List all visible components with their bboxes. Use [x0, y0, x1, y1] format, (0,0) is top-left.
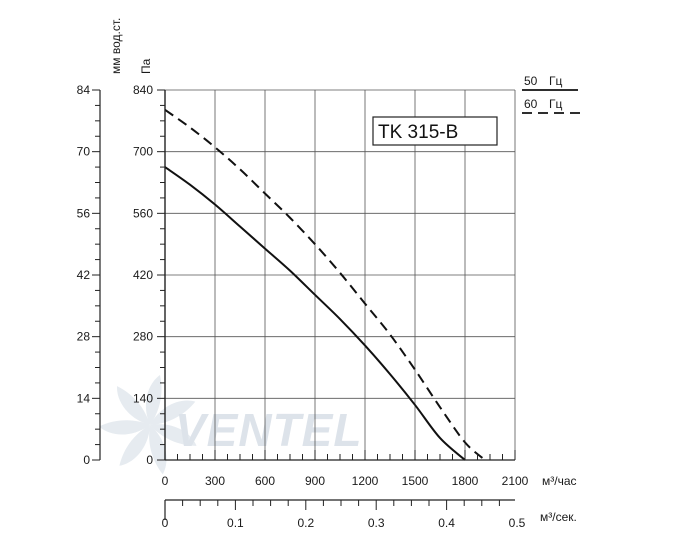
y2-tick-label: 14: [77, 391, 91, 405]
x2-axis-label: м³/сек.: [540, 510, 577, 524]
y-tick-label: 140: [133, 391, 153, 405]
y2-tick-label: 84: [77, 83, 91, 97]
x2-tick-label: 0.1: [227, 516, 244, 530]
x2-tick-label: 0.4: [438, 516, 455, 530]
x-tick-label: 600: [255, 474, 275, 488]
y2-tick-label: 28: [77, 330, 91, 344]
legend: 50 Гц 60 Гц: [522, 74, 580, 114]
x-tick-label: 0: [162, 474, 169, 488]
series-curve-60hz: [164, 109, 486, 461]
x2-tick-label: 0: [162, 516, 169, 530]
y2-tick-label: 56: [77, 206, 91, 220]
x2-tick-label: 0.2: [297, 516, 314, 530]
watermark-fan-icon: [99, 375, 197, 475]
legend-unit-50: Гц: [549, 74, 562, 88]
y-tick-label: 420: [133, 268, 153, 282]
y2-axis-label: мм вод.ст.: [109, 18, 123, 74]
watermark-blade: [145, 375, 162, 425]
x-tick-label: 1500: [402, 474, 429, 488]
model-box-frame: [372, 116, 498, 146]
x-tick-label: 300: [205, 474, 225, 488]
x-tick-label: 1200: [352, 474, 379, 488]
y2-tick-label: 42: [77, 268, 91, 282]
y-tick-label: 560: [133, 206, 153, 220]
legend-unit-60: Гц: [549, 97, 562, 111]
watermark-blade: [119, 425, 150, 466]
x-tick-label: 900: [305, 474, 325, 488]
axis-labels: 0 140 280 420 560 700 840 0 14 28 42 56 70 84 мм вод.с…: [77, 18, 577, 530]
model-label: TK 315-B: [378, 122, 458, 143]
model-box: TK 315-B: [372, 116, 498, 146]
y2-tick-label: 0: [83, 453, 90, 467]
series-curve-50hz: [164, 166, 466, 461]
watermark-text: VENTEL: [175, 404, 362, 456]
axes: [92, 89, 516, 520]
y-tick-label: 0: [146, 453, 153, 467]
x-axis-label: м³/час: [542, 474, 577, 488]
curves: [164, 109, 486, 461]
x2-tick-label: 0.5: [509, 516, 526, 530]
y-tick-label: 700: [133, 145, 153, 159]
y2-tick-label: 70: [77, 145, 91, 159]
watermark: VENTEL: [99, 375, 362, 475]
y-tick-label: 280: [133, 330, 153, 344]
watermark-blade: [117, 386, 150, 425]
x2-tick-label: 0.3: [368, 516, 385, 530]
watermark-blade: [99, 420, 150, 435]
x-tick-label: 2100: [502, 474, 529, 488]
x-tick-label: 1800: [452, 474, 479, 488]
watermark-blade: [150, 400, 196, 425]
watermark-blade: [149, 425, 167, 475]
y-axis-label: Па: [139, 58, 153, 74]
legend-freq-60: 60: [524, 97, 538, 111]
y-tick-label: 840: [133, 83, 153, 97]
legend-freq-50: 50: [524, 74, 538, 88]
